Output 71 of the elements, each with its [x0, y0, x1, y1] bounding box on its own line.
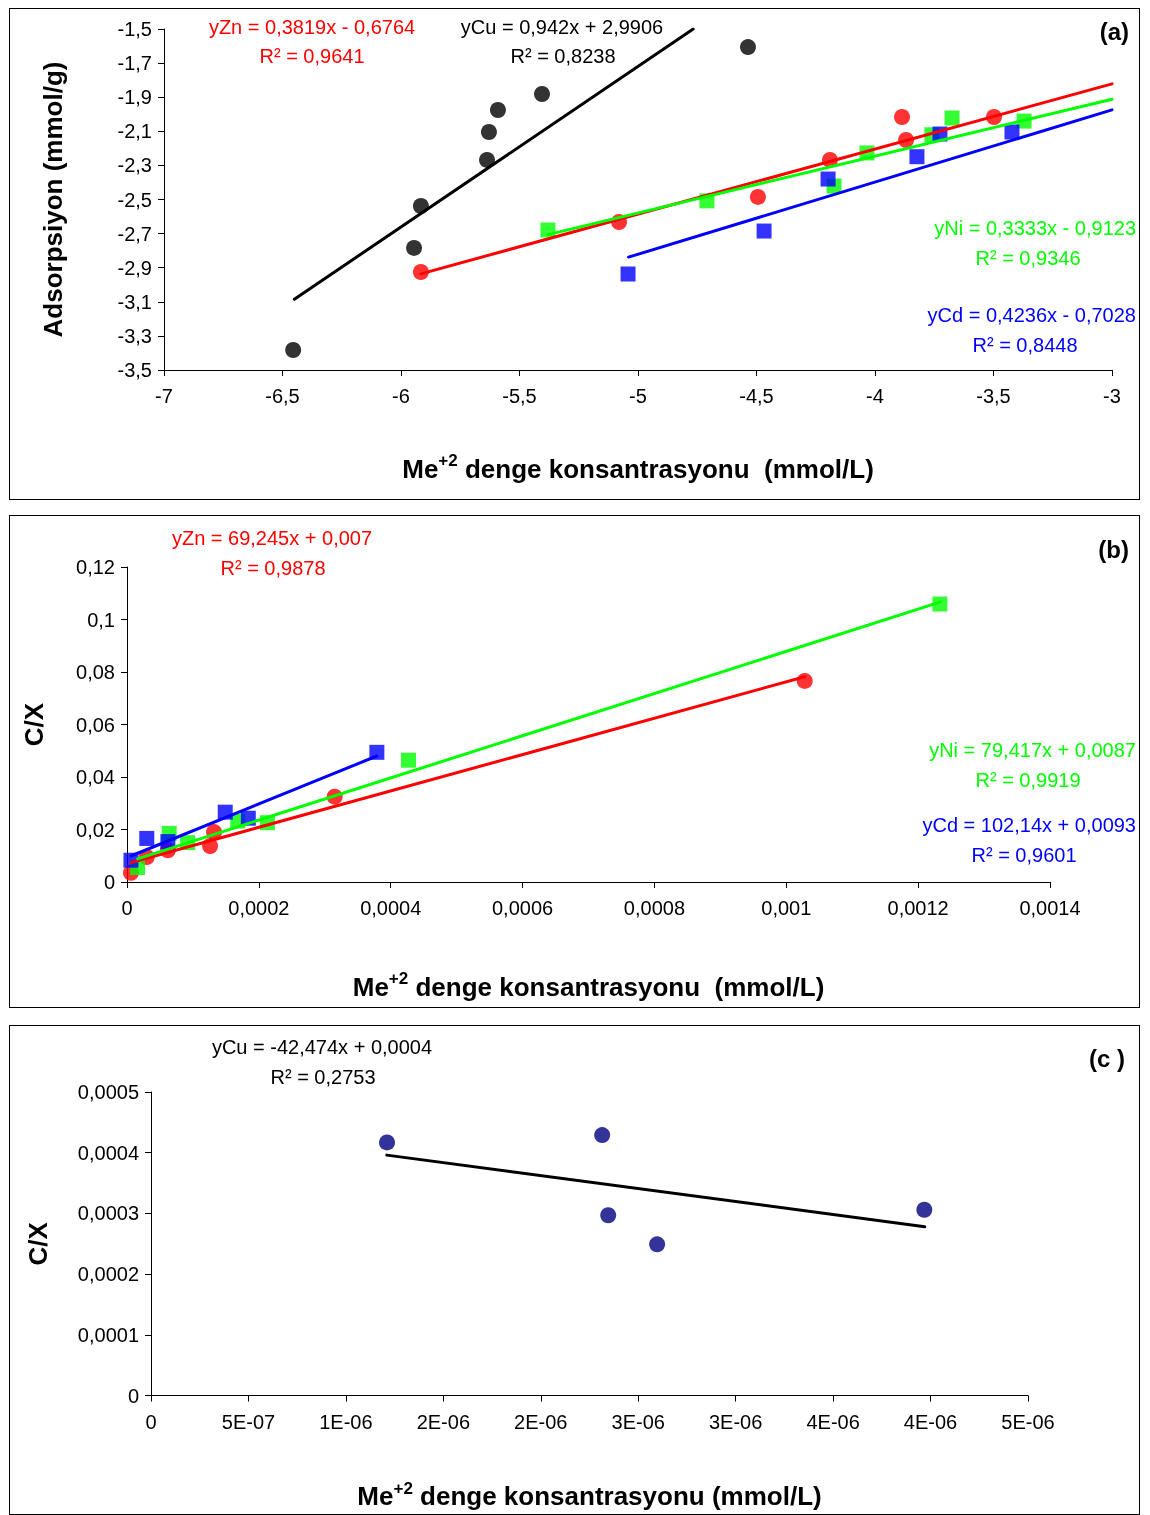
y-tick-label: -1,9 [117, 86, 152, 109]
y-tick-label: -3,5 [117, 359, 152, 381]
text: (c ) [1089, 1044, 1125, 1072]
y-axis-title: C/X [19, 702, 49, 747]
annotation: R² = 0,9346 [975, 247, 1081, 269]
x-tick-label: -5 [629, 385, 647, 407]
annotation: R² = 0,9919 [975, 769, 1081, 791]
annotation: yZn = 0,3819x - 0,6764 [208, 16, 416, 38]
y-tick-label: -1,7 [117, 52, 152, 75]
x-tick-label: 2E-06 [416, 1410, 471, 1433]
annotation: yCd = 0,4236x - 0,7028 [927, 304, 1136, 326]
annotation: yNi = 79,417x + 0,0087 [929, 739, 1136, 761]
annotation: yCu = 0,942x + 2,9906 [460, 16, 664, 38]
x-tick-label: 0,0014 [1019, 897, 1081, 919]
text: (b) [1098, 535, 1129, 563]
x-tick-label: 5E-06 [1001, 1410, 1055, 1433]
x-tick-label: -7 [155, 385, 173, 407]
x-tick-label: 3E-06 [708, 1410, 763, 1433]
text: yZn = 69,245x + 0,007 [171, 527, 373, 549]
y-tick-label: 0,04 [76, 766, 115, 788]
x-tick-label: 0,001 [761, 897, 812, 919]
x-tick-label: -3 [1103, 385, 1121, 407]
y-tick-label: 0 [103, 871, 115, 893]
x-tick-label: 2E-06 [514, 1410, 568, 1433]
y-tick-label: 0,08 [76, 661, 115, 683]
y-tick-label: -2,7 [117, 222, 152, 245]
x-tick-label: 0,0012 [887, 897, 949, 919]
y-axis-title: Adsorpsiyon (mmol/g) [38, 61, 68, 338]
x-tick-label: -4,5 [739, 385, 774, 407]
y-tick-label: -2,3 [117, 154, 152, 177]
x-tick-label: 5E-07 [221, 1410, 276, 1433]
x-tick-label: 0,0004 [360, 897, 422, 919]
y-axis-title: C/X [23, 1221, 53, 1266]
x-tick-label: 3E-06 [611, 1410, 665, 1433]
annotation: R² = 0,8448 [972, 334, 1078, 356]
y-tick-label: -2,9 [117, 256, 152, 279]
y-tick-label: 0,0005 [77, 1081, 139, 1103]
y-tick-label: 0,06 [76, 713, 115, 736]
y-tick-label: 0,1 [87, 608, 115, 631]
x-tick-label: -4 [866, 385, 884, 407]
x-tick-label: -3,5 [976, 385, 1011, 407]
y-tick-label: 0,0002 [77, 1263, 139, 1286]
y-tick-label: -3,3 [117, 324, 152, 347]
x-tick-label: 1E-06 [319, 1410, 373, 1433]
y-tick-label: -3,1 [117, 290, 152, 313]
y-tick-label: 0,0001 [77, 1323, 139, 1346]
annotation: R² = 0,9601 [971, 844, 1077, 866]
y-tick-label: 0,02 [76, 818, 115, 841]
y-tick-label: -1,5 [117, 18, 152, 40]
x-tick-label: -5,5 [502, 385, 537, 407]
text: yCu = -42,474x + 0,0004 [211, 1036, 433, 1058]
annotation: R² = 0,9641 [259, 45, 365, 67]
y-tick-label: -2,1 [117, 120, 152, 143]
x-tick-label: -6 [392, 385, 410, 407]
annotation: yCd = 102,14x + 0,0093 [922, 814, 1136, 836]
y-tick-label: 0,0004 [77, 1141, 139, 1164]
y-tick-label: 0,0003 [77, 1202, 139, 1225]
annotation: R² = 0,9878 [220, 557, 326, 579]
y-tick-label: 0,12 [76, 556, 115, 578]
x-tick-label: -6,5 [265, 385, 300, 407]
annotation: yNi = 0,3333x - 0,9123 [934, 217, 1136, 239]
y-tick-label: -2,5 [117, 188, 152, 211]
x-tick-label: 0,0002 [228, 897, 290, 919]
x-tick-label: 4E-06 [806, 1410, 860, 1433]
y-tick-label: 0 [127, 1384, 139, 1407]
text: R² = 0,2753 [270, 1066, 376, 1088]
x-tick-label: 0,0006 [491, 897, 554, 919]
annotation: R² = 0,8238 [510, 45, 616, 67]
x-tick-label: 4E-06 [903, 1410, 958, 1433]
annotation: (a) [1099, 17, 1129, 45]
x-tick-label: 0,0008 [623, 897, 686, 919]
